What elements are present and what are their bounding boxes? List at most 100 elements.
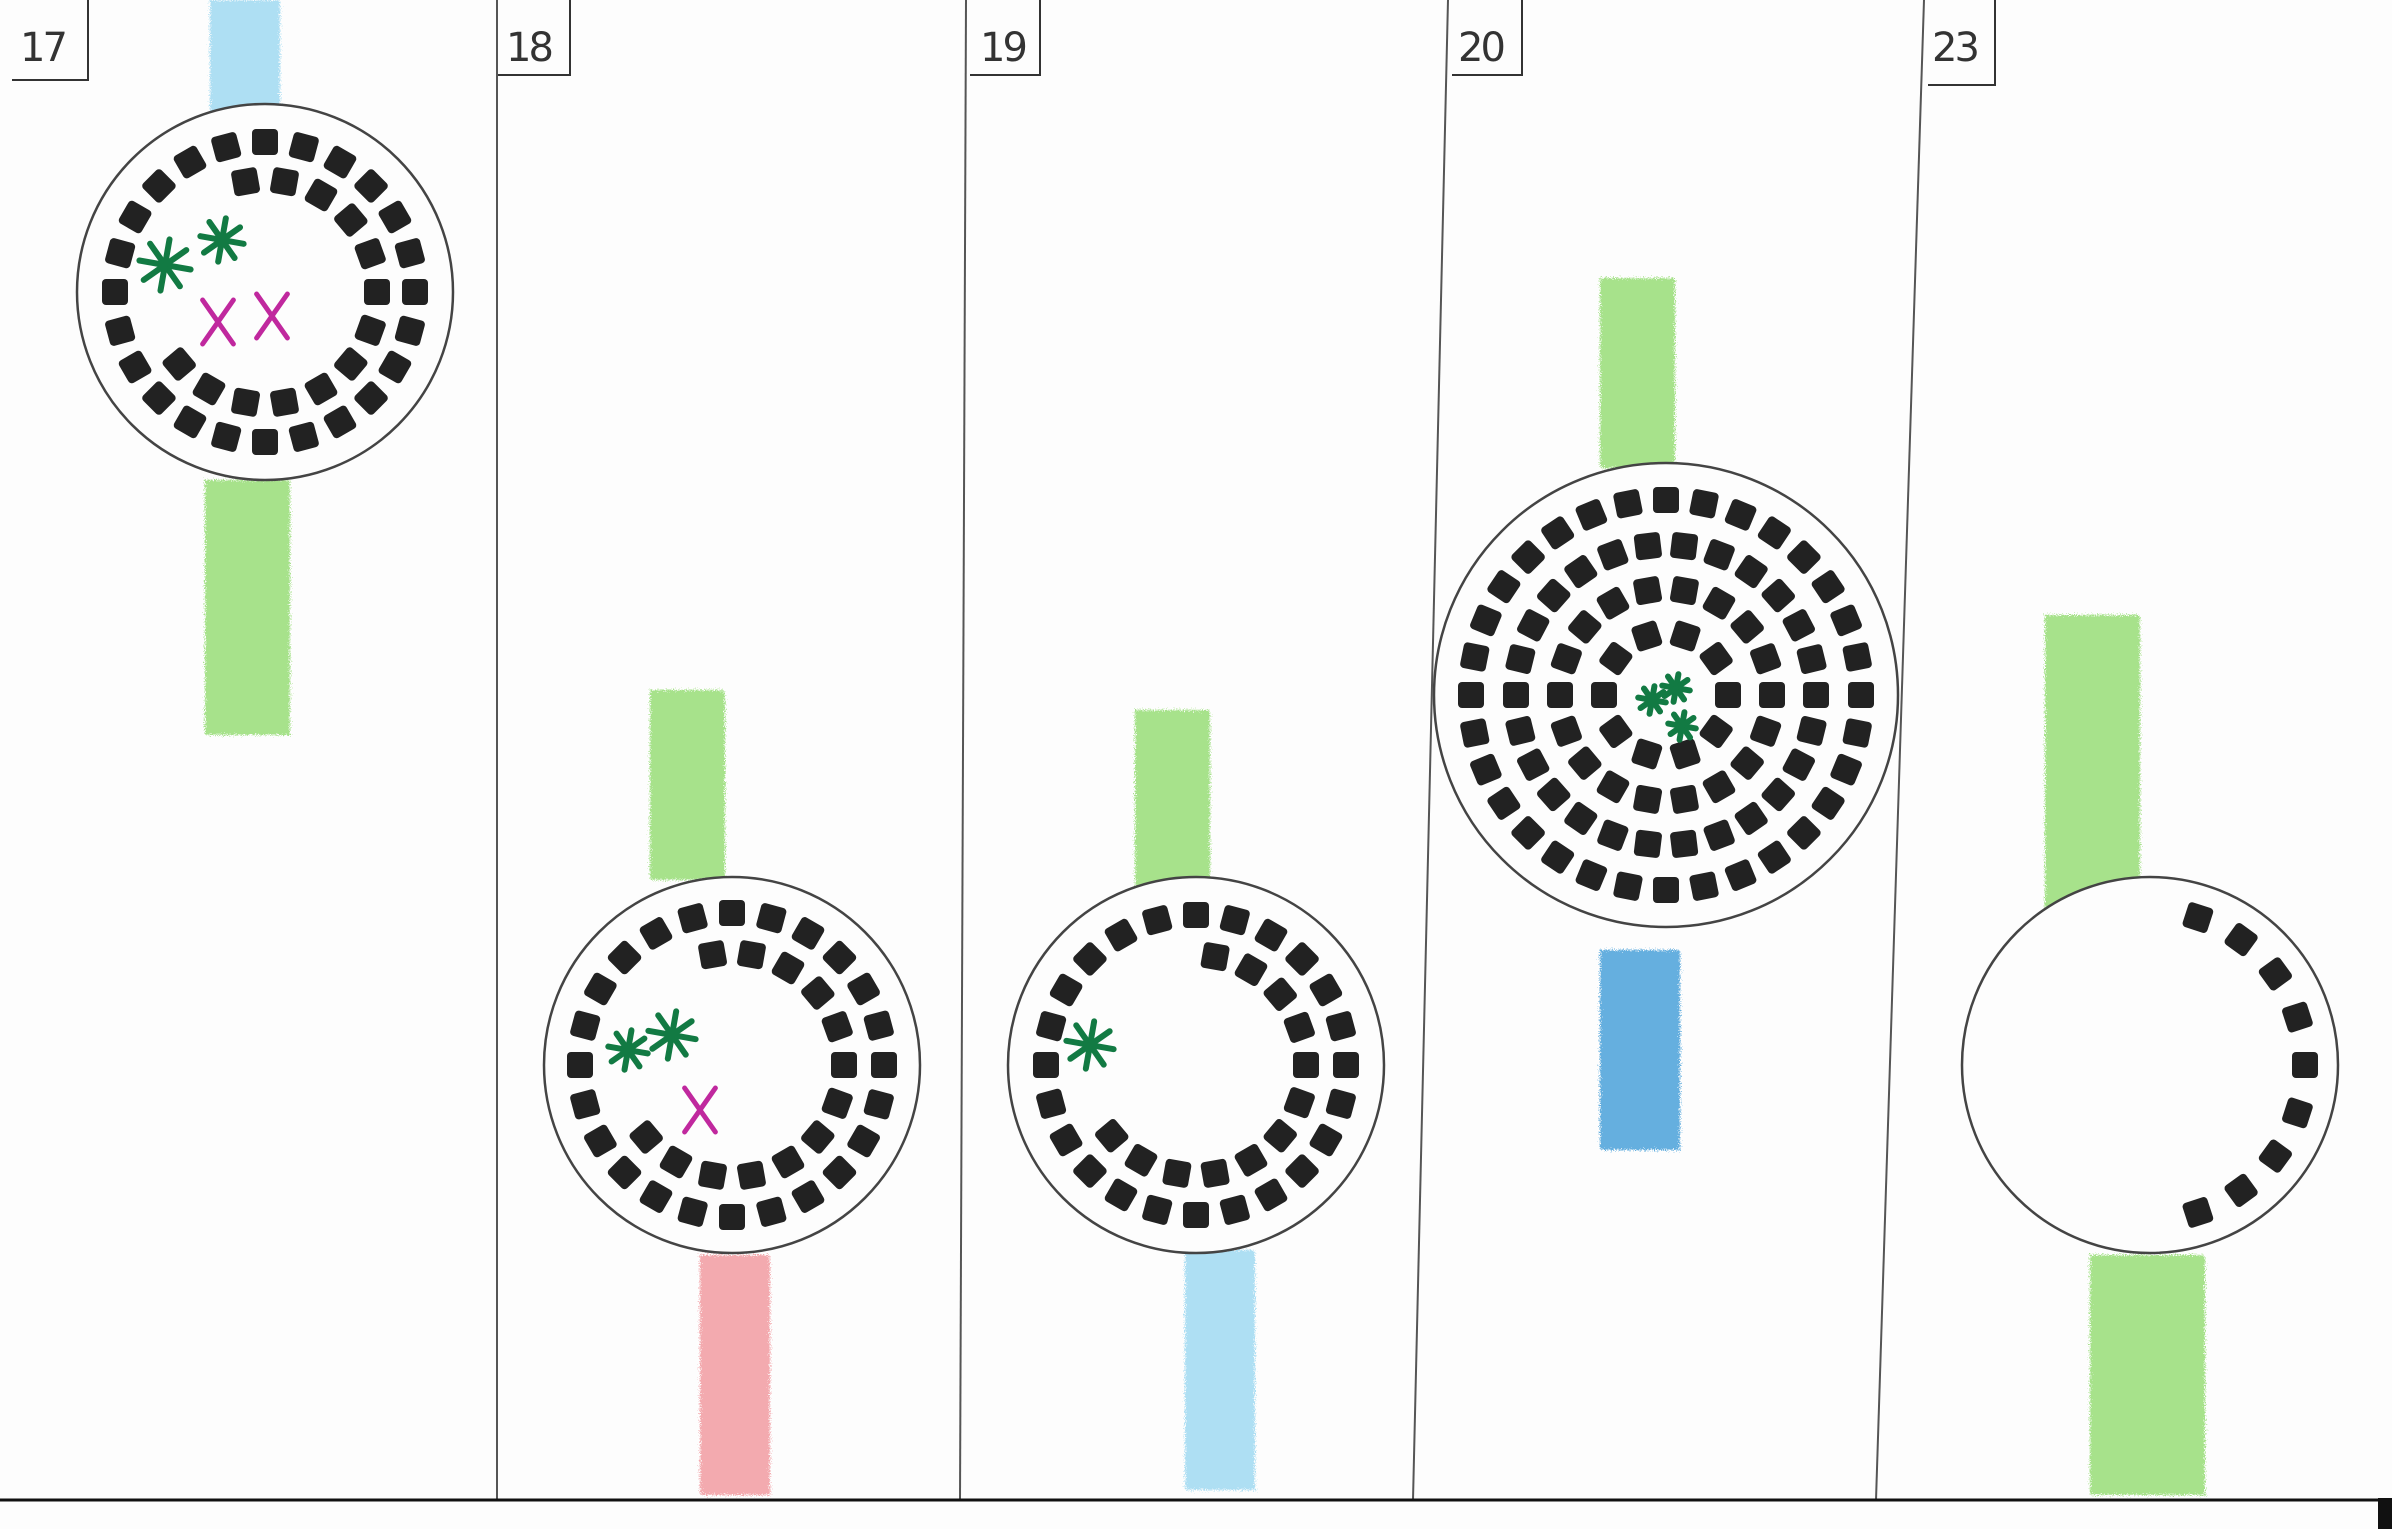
black-square xyxy=(402,279,428,305)
label-box xyxy=(12,0,89,81)
black-square xyxy=(1537,777,1571,812)
upper-bar xyxy=(2045,615,2140,915)
black-square xyxy=(698,940,727,970)
black-square xyxy=(118,350,152,384)
black-square xyxy=(1254,918,1288,952)
black-square xyxy=(270,167,299,197)
black-square xyxy=(847,1124,880,1158)
black-square xyxy=(1724,859,1757,891)
black-square xyxy=(1653,877,1679,903)
green-asterisk xyxy=(197,215,247,265)
upper-bar xyxy=(1135,710,1210,890)
black-square xyxy=(1200,942,1230,972)
black-square xyxy=(1564,801,1598,835)
black-square xyxy=(270,387,299,417)
black-square xyxy=(1487,786,1521,820)
black-square xyxy=(1568,610,1602,644)
black-square xyxy=(1036,1088,1067,1119)
green-asterisk xyxy=(1665,709,1699,743)
black-square xyxy=(1458,682,1484,708)
black-square xyxy=(607,1155,642,1190)
asterisk-stroke xyxy=(649,1018,695,1052)
black-square xyxy=(1234,1143,1268,1177)
black-square xyxy=(2282,1001,2313,1033)
black-square xyxy=(1124,1143,1158,1177)
black-square xyxy=(847,972,880,1006)
black-square xyxy=(1511,816,1545,850)
black-square xyxy=(1142,905,1173,936)
lower-bar xyxy=(205,480,290,735)
black-square xyxy=(1537,578,1571,613)
black-square xyxy=(822,940,857,975)
black-square xyxy=(2282,1097,2313,1129)
black-square xyxy=(871,1052,897,1078)
panel-divider xyxy=(959,0,967,1501)
cross-stroke xyxy=(200,297,236,347)
black-square xyxy=(1104,1178,1138,1212)
black-square xyxy=(584,1124,617,1158)
black-square xyxy=(567,1052,593,1078)
asterisk-stroke xyxy=(608,1035,648,1065)
black-square xyxy=(1830,753,1862,786)
corner-mark xyxy=(2378,1498,2392,1529)
black-square xyxy=(162,347,196,381)
black-square xyxy=(719,1204,745,1230)
black-square xyxy=(1750,643,1782,675)
black-square xyxy=(863,1010,894,1041)
black-square xyxy=(1263,1119,1297,1153)
green-asterisk xyxy=(1659,671,1693,705)
black-square xyxy=(1724,499,1757,531)
disc xyxy=(542,875,922,1255)
black-square xyxy=(1613,871,1643,901)
black-square xyxy=(211,132,242,163)
black-square xyxy=(1033,1052,1059,1078)
black-square xyxy=(1564,555,1598,589)
black-square xyxy=(570,1089,601,1120)
black-square xyxy=(1734,801,1768,835)
black-square xyxy=(698,1160,727,1190)
black-square xyxy=(1547,682,1573,708)
panel-19 xyxy=(1006,710,1386,1490)
green-asterisk xyxy=(136,236,194,294)
square-ring xyxy=(1591,620,1741,770)
black-square xyxy=(378,350,412,384)
black-square xyxy=(639,917,673,950)
black-square xyxy=(1796,716,1827,746)
black-square xyxy=(2258,1139,2292,1173)
square-ring xyxy=(1547,576,1785,814)
square-ring xyxy=(102,129,428,455)
black-square xyxy=(791,1180,825,1213)
black-square xyxy=(1734,555,1768,589)
label-box xyxy=(970,0,1041,76)
asterisk-stroke xyxy=(140,247,190,283)
black-square xyxy=(1830,604,1862,637)
black-square xyxy=(173,145,207,179)
black-square xyxy=(231,167,260,197)
black-square xyxy=(1575,499,1608,531)
black-square xyxy=(334,203,368,237)
black-square xyxy=(1596,586,1630,620)
black-square xyxy=(1596,770,1630,804)
asterisk-stroke xyxy=(1667,714,1697,738)
black-square xyxy=(323,145,357,179)
black-square xyxy=(1703,819,1735,851)
black-square xyxy=(1283,1087,1315,1119)
black-square xyxy=(394,238,425,269)
black-square xyxy=(1848,682,1874,708)
black-square xyxy=(1263,977,1297,1011)
black-square xyxy=(1505,644,1536,674)
black-square xyxy=(1757,516,1791,550)
black-square xyxy=(1219,1194,1250,1225)
black-square xyxy=(1183,1202,1209,1228)
black-square xyxy=(629,1120,663,1154)
black-square xyxy=(2258,957,2292,991)
cross-stroke xyxy=(254,291,290,341)
black-square xyxy=(737,940,766,970)
black-square xyxy=(354,238,386,270)
asterisk-stroke xyxy=(1661,676,1691,700)
black-square xyxy=(1333,1052,1359,1078)
black-square xyxy=(1597,819,1629,851)
panel-18 xyxy=(542,690,922,1495)
black-square xyxy=(821,1087,853,1119)
